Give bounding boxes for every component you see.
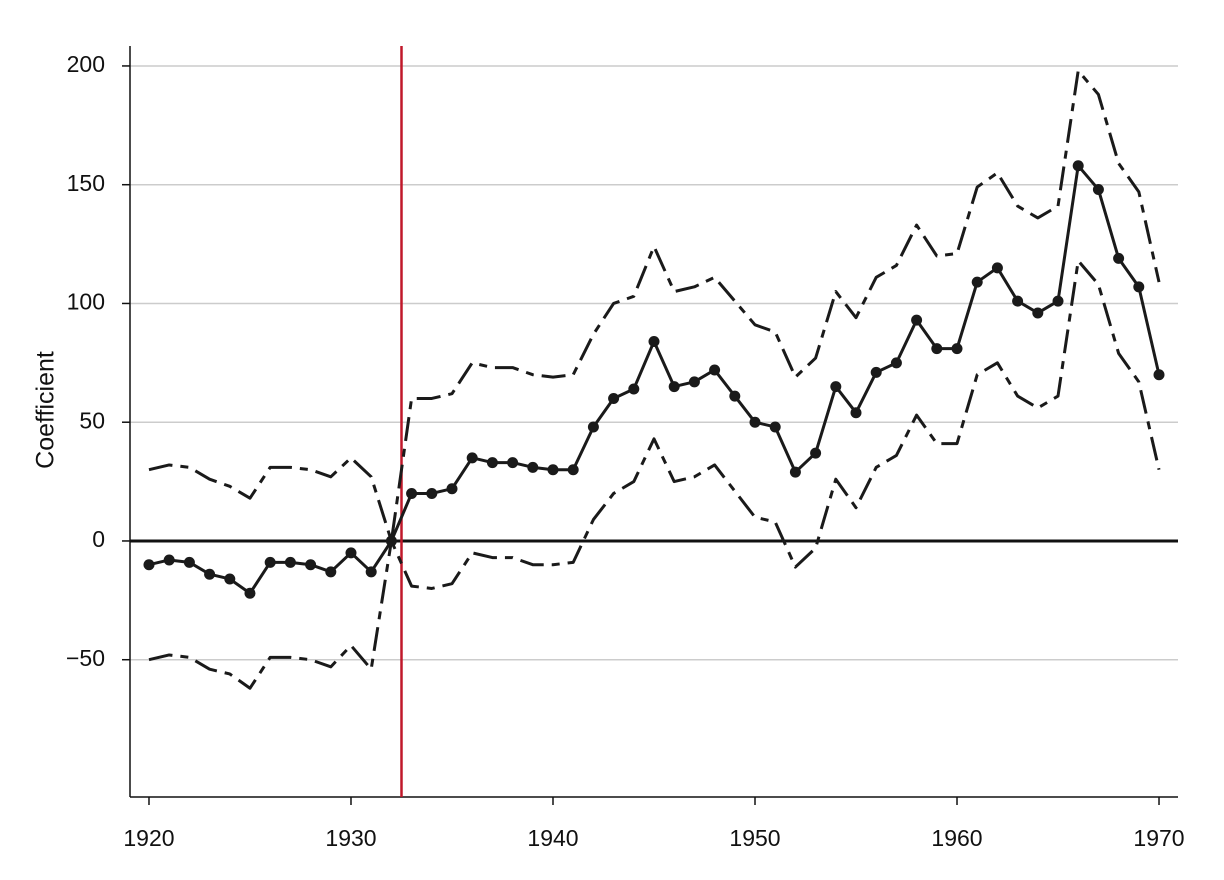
x-tick-label: 1940	[527, 825, 578, 851]
point	[608, 392, 620, 404]
y-tick-label: 0	[92, 526, 105, 552]
point	[648, 335, 660, 347]
point	[204, 568, 216, 580]
point	[789, 466, 801, 478]
point	[1012, 295, 1024, 307]
point	[1072, 160, 1084, 172]
point	[567, 464, 579, 476]
confidence-band	[148, 69, 1161, 543]
point	[1133, 281, 1145, 293]
point	[224, 573, 236, 585]
point	[244, 587, 256, 599]
point	[668, 381, 680, 393]
point	[688, 376, 700, 388]
point	[365, 566, 377, 578]
point	[587, 421, 599, 433]
x-tick-label: 1920	[123, 825, 174, 851]
point	[507, 457, 519, 469]
point	[850, 407, 862, 419]
point	[931, 343, 943, 355]
y-tick-label: 150	[67, 170, 105, 196]
point	[1113, 252, 1125, 264]
point	[911, 314, 923, 326]
confidence-band	[148, 259, 1161, 690]
point	[486, 457, 498, 469]
point	[628, 383, 640, 395]
point	[345, 547, 357, 559]
point	[446, 483, 458, 495]
point	[143, 559, 155, 571]
point	[527, 461, 539, 473]
point	[1092, 183, 1104, 195]
y-tick-label: 200	[67, 51, 105, 77]
y-tick-label: −50	[66, 645, 105, 671]
point	[749, 416, 761, 428]
x-tick-label: 1950	[729, 825, 780, 851]
point	[870, 366, 882, 378]
y-tick-label: 50	[79, 407, 105, 433]
point	[426, 487, 438, 499]
point	[547, 464, 559, 476]
point	[810, 447, 822, 459]
point	[991, 262, 1003, 274]
point	[284, 556, 296, 568]
point	[709, 364, 721, 376]
point	[1032, 307, 1044, 319]
point	[971, 276, 983, 288]
point	[163, 554, 175, 566]
x-tick-label: 1960	[931, 825, 982, 851]
point	[729, 390, 741, 402]
y-axis-label: Coefficient	[32, 351, 60, 469]
y-tick-label: 100	[67, 289, 105, 315]
point	[951, 343, 963, 355]
point	[769, 421, 781, 433]
point	[830, 381, 842, 393]
point	[1052, 295, 1064, 307]
point	[305, 559, 317, 571]
point	[1153, 369, 1165, 381]
point	[466, 452, 478, 464]
point	[264, 556, 276, 568]
point	[325, 566, 337, 578]
x-tick-label: 1970	[1133, 825, 1184, 851]
point	[183, 556, 195, 568]
point	[406, 487, 418, 499]
point	[890, 357, 902, 369]
x-tick-label: 1930	[325, 825, 376, 851]
